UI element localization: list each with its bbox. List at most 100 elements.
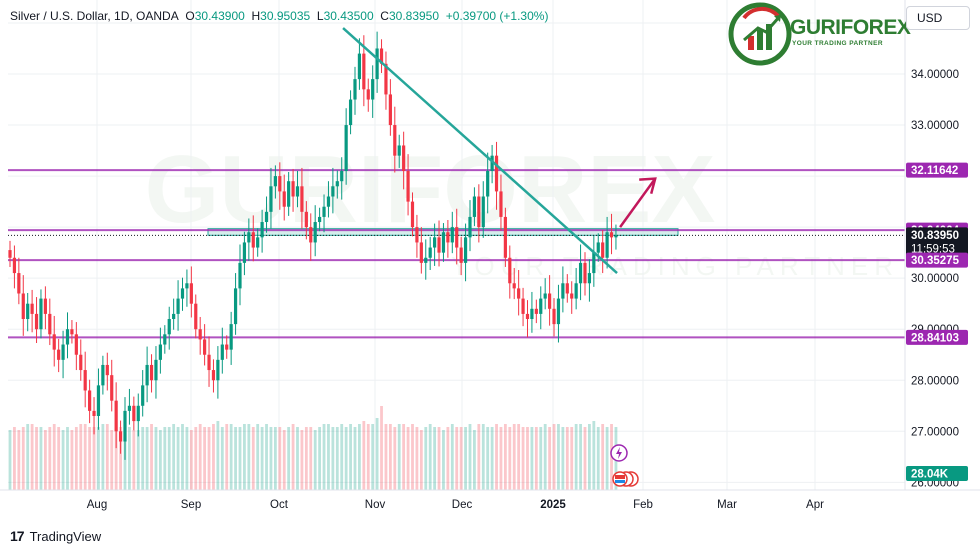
volume-bar bbox=[406, 427, 410, 490]
candle bbox=[52, 334, 56, 350]
candle bbox=[238, 262, 242, 289]
volume-bar bbox=[415, 427, 419, 490]
candle bbox=[410, 201, 415, 228]
volume-bar bbox=[269, 427, 273, 490]
price-label-text: 30.83950 bbox=[911, 230, 959, 242]
volume-bar bbox=[424, 427, 428, 490]
candle bbox=[543, 293, 547, 299]
tradingview-logo-icon: 17 bbox=[10, 528, 25, 544]
volume-bar bbox=[344, 427, 348, 490]
volume-bar bbox=[588, 424, 591, 490]
candle bbox=[362, 53, 366, 90]
candle bbox=[141, 385, 145, 406]
candle bbox=[92, 410, 96, 416]
projection-arrow[interactable] bbox=[619, 177, 657, 228]
volume-bar bbox=[57, 427, 61, 490]
candle bbox=[242, 242, 247, 263]
candle bbox=[203, 339, 207, 355]
candle bbox=[118, 431, 123, 442]
currency-selector[interactable]: USD bbox=[906, 6, 970, 30]
candle bbox=[397, 145, 401, 156]
lightning-glyph-icon bbox=[616, 447, 622, 459]
candle bbox=[424, 257, 428, 263]
volume-bar bbox=[141, 427, 145, 490]
flag-stripe-icon bbox=[615, 475, 625, 479]
volume-bar bbox=[30, 424, 34, 490]
candle bbox=[614, 235, 618, 238]
candle bbox=[304, 211, 308, 228]
volume-bar bbox=[212, 424, 215, 490]
volume-bar bbox=[39, 427, 43, 490]
low-value: 30.43500 bbox=[323, 9, 374, 23]
candle bbox=[158, 344, 162, 360]
volume-bar bbox=[468, 424, 472, 490]
volume-bar bbox=[561, 427, 565, 490]
candle bbox=[534, 308, 538, 314]
volume-bar bbox=[105, 424, 109, 490]
change-value: +0.39700 (+1.30%) bbox=[445, 9, 549, 23]
volume-bar bbox=[48, 427, 52, 490]
candle bbox=[70, 329, 74, 335]
volume-bar bbox=[455, 427, 459, 490]
volume-bar bbox=[247, 424, 251, 490]
volume-bar bbox=[203, 427, 207, 490]
volume-bar bbox=[167, 427, 171, 490]
volume-bar bbox=[534, 427, 538, 490]
price-label-text: 30.35275 bbox=[911, 255, 960, 267]
volume-bar bbox=[428, 424, 432, 490]
volume-bar bbox=[79, 424, 83, 490]
candle bbox=[309, 227, 313, 243]
volume-bar bbox=[521, 427, 525, 490]
candle bbox=[340, 170, 344, 182]
candle bbox=[503, 216, 507, 258]
price-label-text: 32.11642 bbox=[911, 165, 958, 177]
volume-bar bbox=[287, 427, 291, 490]
candle bbox=[12, 257, 17, 274]
candle bbox=[433, 237, 437, 248]
candle bbox=[96, 385, 101, 416]
volume-bar bbox=[189, 430, 193, 490]
candle bbox=[48, 313, 52, 335]
high-value: 30.95035 bbox=[260, 9, 311, 23]
x-tick-label: Apr bbox=[806, 499, 824, 511]
volume-bar bbox=[411, 424, 414, 490]
volume-bar bbox=[256, 424, 260, 490]
volume-bar bbox=[446, 427, 450, 490]
candle bbox=[17, 273, 21, 294]
tradingview-footer[interactable]: 17 TradingView bbox=[10, 528, 101, 544]
y-tick-label: 33.00000 bbox=[911, 120, 959, 132]
volume-bar bbox=[331, 427, 335, 490]
volume-bar bbox=[52, 424, 56, 490]
volume-bar bbox=[101, 424, 105, 490]
candle bbox=[548, 293, 552, 309]
candle bbox=[273, 176, 277, 187]
last-price-label bbox=[906, 227, 968, 258]
volume-bar bbox=[300, 430, 304, 490]
candle bbox=[428, 247, 432, 258]
volume-bar bbox=[198, 424, 202, 490]
volume-bar bbox=[388, 424, 392, 490]
volume-bar bbox=[74, 427, 78, 490]
watermark-subtitle: YOUR TRADING PARTNER bbox=[451, 251, 899, 281]
candle bbox=[260, 222, 264, 238]
downtrend-line[interactable] bbox=[342, 27, 618, 275]
volume-bar bbox=[512, 424, 516, 490]
volume-bar bbox=[442, 430, 445, 490]
volume-bar bbox=[402, 424, 406, 490]
volume-bar bbox=[366, 424, 370, 490]
candle bbox=[198, 329, 202, 340]
volume-bar bbox=[150, 424, 153, 490]
low-label: L bbox=[316, 9, 324, 23]
candle bbox=[415, 227, 419, 243]
candle bbox=[508, 257, 512, 284]
candle bbox=[499, 191, 503, 217]
candle bbox=[375, 48, 379, 80]
volume-bar bbox=[181, 424, 184, 490]
candle bbox=[366, 89, 370, 100]
x-tick-label: Mar bbox=[717, 499, 737, 511]
volume-bar bbox=[296, 427, 299, 490]
candle bbox=[463, 237, 468, 263]
logo-name: GURIFOREX bbox=[790, 16, 911, 39]
volume-bar bbox=[234, 427, 237, 490]
